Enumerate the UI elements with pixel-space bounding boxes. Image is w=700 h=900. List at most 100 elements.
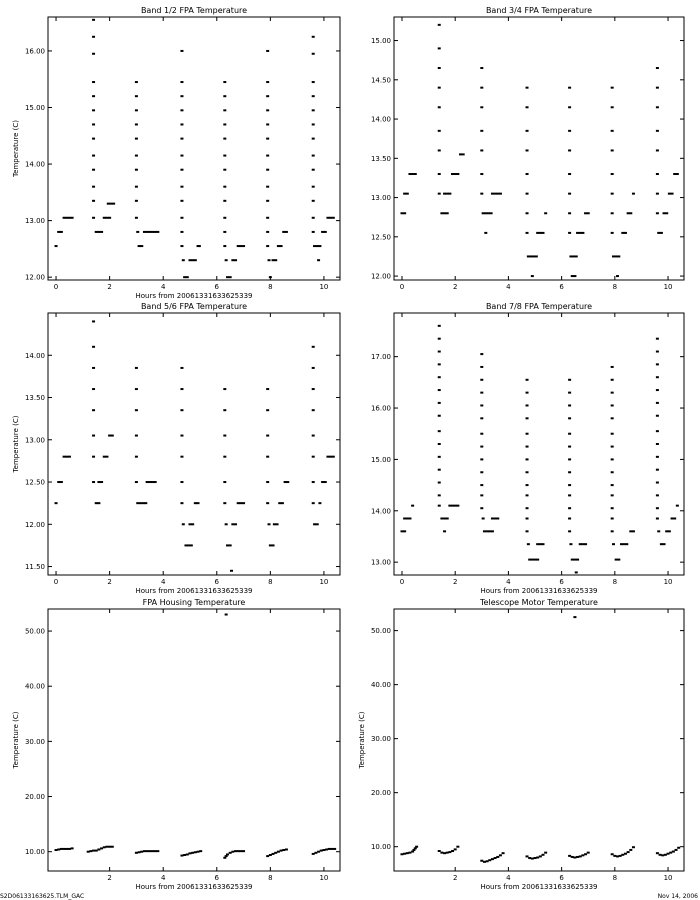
- data-point: [536, 558, 540, 561]
- x-axis-label: Hours from 20061331633625339: [481, 587, 598, 595]
- x-tick-label: 0: [400, 283, 404, 291]
- data-point: [236, 502, 240, 505]
- data-point: [655, 86, 659, 89]
- data-point: [501, 852, 505, 855]
- data-point: [538, 855, 542, 858]
- data-point: [228, 544, 232, 547]
- data-point: [267, 259, 271, 262]
- data-point: [65, 455, 69, 458]
- y-tick-label: 13.00: [25, 436, 45, 444]
- chart-svg-5: FPA Housing Temperature Hours from 200613…: [12, 598, 341, 891]
- data-point: [658, 853, 662, 856]
- data-point: [185, 853, 189, 856]
- chart-title: Band 3/4 FPA Temperature: [486, 6, 592, 15]
- data-point: [496, 192, 500, 195]
- data-point: [443, 192, 447, 195]
- data-point: [180, 409, 184, 412]
- data-point: [92, 434, 96, 437]
- data-point: [188, 523, 192, 526]
- y-tick-label: 14.00: [371, 507, 391, 515]
- data-point: [574, 571, 578, 574]
- data-point: [526, 255, 530, 258]
- data-point: [196, 850, 200, 853]
- data-point: [655, 468, 659, 471]
- data-point: [533, 558, 537, 561]
- data-point: [451, 504, 455, 507]
- data-point: [108, 216, 112, 219]
- data-point: [437, 401, 441, 404]
- data-point: [230, 569, 234, 572]
- data-point: [437, 443, 441, 445]
- data-point: [493, 857, 497, 860]
- data-point: [274, 851, 278, 854]
- data-point: [225, 853, 229, 856]
- data-point: [236, 245, 240, 248]
- y-tick-label: 12.00: [25, 521, 45, 529]
- data-point: [437, 850, 441, 853]
- data-point: [670, 517, 674, 520]
- data-point: [626, 212, 630, 215]
- data-point: [493, 517, 497, 520]
- x-tick-label: 10: [319, 578, 328, 586]
- data-point: [610, 445, 614, 448]
- data-point: [486, 212, 490, 215]
- x-tick-label: 10: [664, 874, 673, 882]
- x-axis-label: Hours from 20061331633625339: [136, 587, 253, 595]
- data-point: [569, 255, 573, 258]
- y-tick-label: 40.00: [25, 683, 45, 691]
- data-point: [677, 846, 681, 849]
- data-point: [134, 199, 138, 202]
- data-point: [311, 455, 315, 458]
- x-tick-label: 4: [161, 874, 166, 882]
- data-point: [223, 95, 227, 98]
- data-point: [617, 558, 621, 561]
- data-point: [629, 212, 633, 215]
- data-point: [611, 255, 615, 258]
- data-point: [451, 173, 455, 176]
- data-point: [223, 168, 227, 171]
- data-point: [137, 851, 141, 854]
- chart-svg-4: Band 7/8 FPA Temperature Hours from 20061…: [371, 302, 685, 595]
- data-point: [655, 389, 659, 392]
- data-point: [655, 507, 659, 510]
- data-point: [329, 455, 333, 458]
- data-point: [610, 365, 614, 368]
- y-tick-label: 12.00: [25, 274, 45, 282]
- data-point: [525, 494, 529, 497]
- data-point: [266, 388, 270, 391]
- chart-title: Band 1/2 FPA Temperature: [141, 6, 247, 15]
- data-point: [59, 481, 63, 484]
- data-point: [568, 404, 572, 407]
- data-point: [400, 212, 404, 215]
- data-point: [92, 35, 96, 38]
- data-point: [102, 216, 106, 219]
- data-point: [148, 850, 152, 853]
- data-point: [54, 849, 58, 852]
- data-point: [134, 366, 138, 369]
- data-point: [191, 259, 195, 262]
- data-point: [528, 558, 532, 561]
- chart-panel-1: Band 1/2 FPA Temperature Hours from 20061…: [4, 3, 346, 304]
- data-point: [266, 109, 270, 112]
- data-point: [57, 481, 61, 484]
- data-point: [234, 523, 238, 526]
- data-point: [223, 409, 227, 412]
- data-point: [655, 212, 659, 215]
- data-point: [268, 854, 272, 857]
- x-tick-label: 8: [613, 578, 617, 586]
- data-point: [528, 857, 532, 860]
- data-point: [529, 255, 533, 258]
- data-point: [145, 481, 149, 484]
- x-tick-label: 6: [215, 578, 220, 586]
- data-point: [187, 544, 191, 547]
- data-point: [191, 851, 195, 854]
- data-point: [322, 849, 326, 852]
- data-point: [408, 173, 412, 176]
- data-point: [180, 481, 184, 484]
- data-point: [54, 502, 58, 505]
- data-point: [525, 173, 529, 176]
- y-tick-label: 50.00: [25, 628, 45, 636]
- chart-panel-6: Telescope Motor Temperature Hours from 20…: [350, 595, 690, 895]
- y-tick-label: 16.00: [25, 47, 45, 55]
- data-point: [480, 129, 484, 132]
